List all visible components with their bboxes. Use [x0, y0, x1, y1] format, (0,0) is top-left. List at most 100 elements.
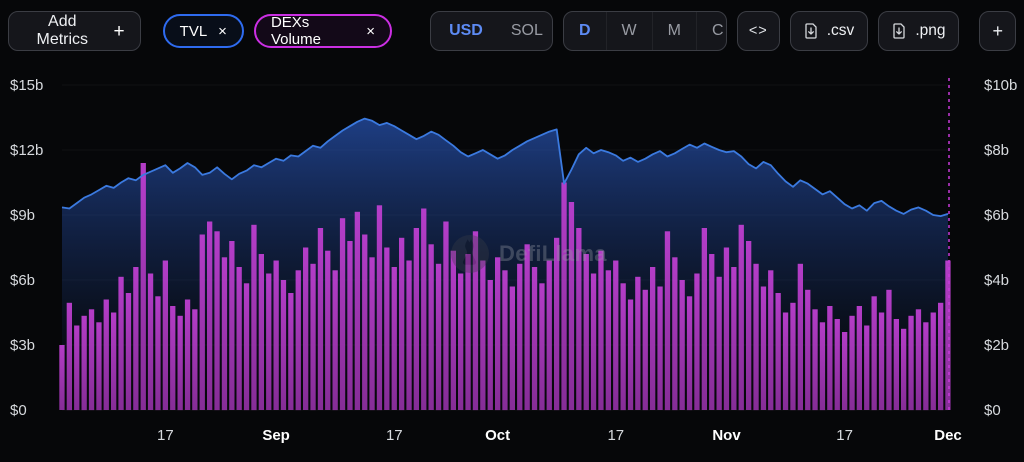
interval-option-weekly[interactable]: W [605, 12, 652, 50]
volume-bar [362, 234, 368, 410]
volume-bar [266, 273, 272, 410]
volume-bar [450, 250, 456, 410]
volume-bar [96, 322, 102, 411]
volume-bar [524, 244, 530, 410]
volume-bar [207, 221, 213, 410]
volume-bar [288, 293, 294, 410]
png-label: .png [915, 22, 946, 39]
add-chart-button[interactable]: + [979, 11, 1016, 51]
y-axis-left-label: $9b [10, 207, 35, 224]
interval-option-cumulative[interactable]: C [695, 12, 726, 50]
volume-bar [258, 254, 264, 410]
y-axis-left-label: $3b [10, 337, 35, 354]
x-axis-label: Sep [262, 427, 290, 444]
volume-bars [59, 163, 951, 411]
volume-bar [495, 257, 501, 411]
y-axis-left-label: $15b [10, 77, 43, 94]
y-axis-right-label: $2b [984, 337, 1009, 354]
volume-bar [664, 231, 671, 411]
volume-bar [856, 306, 862, 410]
volume-bar [376, 205, 383, 411]
volume-bar [273, 260, 279, 410]
interval-option-daily[interactable]: D [564, 12, 606, 50]
close-icon[interactable]: × [366, 22, 376, 40]
volume-bar [413, 228, 419, 410]
add-metrics-button[interactable]: Add Metrics + [8, 11, 141, 51]
tvl-line [61, 117, 949, 217]
x-axis-label: 17 [607, 427, 624, 444]
volume-bar [694, 273, 700, 410]
interval-option-monthly[interactable]: M [651, 12, 696, 50]
metric-pill-dexs-volume[interactable]: DEXs Volume × [253, 14, 393, 48]
volume-bar [406, 260, 412, 410]
volume-bar [391, 267, 397, 410]
embed-icon: <> [748, 23, 768, 39]
volume-bar [590, 273, 597, 410]
volume-bar [561, 182, 567, 410]
interval-toggle: D W M C [562, 11, 727, 51]
volume-bar [339, 218, 346, 410]
currency-option-usd[interactable]: USD [435, 12, 497, 50]
volume-bar [221, 257, 228, 411]
volume-bar [472, 231, 479, 411]
volume-bar [170, 306, 176, 410]
volume-bar [303, 247, 309, 410]
volume-bar [517, 263, 523, 411]
volume-bar [650, 267, 656, 410]
volume-bar [502, 270, 508, 411]
volume-bar [384, 247, 390, 410]
volume-bar [746, 241, 752, 410]
x-axis-label: 17 [157, 427, 174, 444]
volume-bar [842, 332, 848, 410]
volume-bar [487, 280, 493, 410]
volume-bar [147, 273, 154, 410]
volume-bar [369, 257, 375, 411]
volume-bar [546, 260, 552, 410]
volume-bar [162, 260, 168, 410]
volume-bar [140, 163, 146, 410]
volume-bar [465, 254, 471, 410]
volume-bar [347, 241, 353, 410]
volume-bar [768, 270, 774, 411]
toolbar: Add Metrics + TVL × DEXs Volume × USD SO… [0, 0, 1024, 62]
volume-bar [59, 345, 65, 410]
volume-bar [930, 312, 936, 410]
volume-bar [554, 237, 560, 411]
y-axis-right-label: $10b [984, 77, 1017, 94]
metric-pill-tvl-label: TVL [179, 22, 208, 40]
add-metrics-label: Add Metrics [36, 13, 89, 48]
volume-bar [199, 234, 205, 410]
volume-bar [325, 250, 331, 410]
volume-bar [679, 280, 685, 410]
volume-bar [531, 267, 538, 410]
volume-bar [782, 312, 789, 410]
metric-pill-tvl[interactable]: TVL × [162, 14, 244, 48]
download-csv-button[interactable]: .csv [789, 11, 869, 51]
volume-bar [583, 254, 589, 410]
volume-bar [229, 241, 235, 410]
volume-bar [723, 247, 730, 410]
embed-button[interactable]: <> [736, 11, 780, 51]
volume-bar [421, 208, 427, 410]
volume-bar [598, 250, 604, 410]
volume-bar [103, 299, 109, 410]
volume-bar [605, 270, 611, 411]
volume-bar [864, 325, 870, 410]
volume-bar [657, 286, 663, 410]
close-icon[interactable]: × [218, 22, 227, 40]
volume-bar [66, 302, 72, 411]
volume-bar [214, 231, 220, 411]
volume-bar [399, 237, 405, 411]
x-axis-label: Dec [934, 427, 962, 444]
y-axis-right-label: $6b [984, 207, 1009, 224]
volume-bar [760, 286, 767, 410]
chart-canvas[interactable]: $0 $3b $6b $9b $12b $15b $0 $2b $4b $6b $8b $10b 17 S… [0, 62, 1024, 462]
volume-bar [849, 315, 855, 411]
volume-bar [908, 315, 914, 411]
volume-bar [243, 283, 250, 411]
x-axis-label: 17 [386, 427, 403, 444]
currency-option-sol[interactable]: SOL [497, 12, 552, 50]
metric-pill-dexs-label: DEXs Volume [270, 14, 321, 48]
download-png-button[interactable]: .png [878, 11, 960, 51]
